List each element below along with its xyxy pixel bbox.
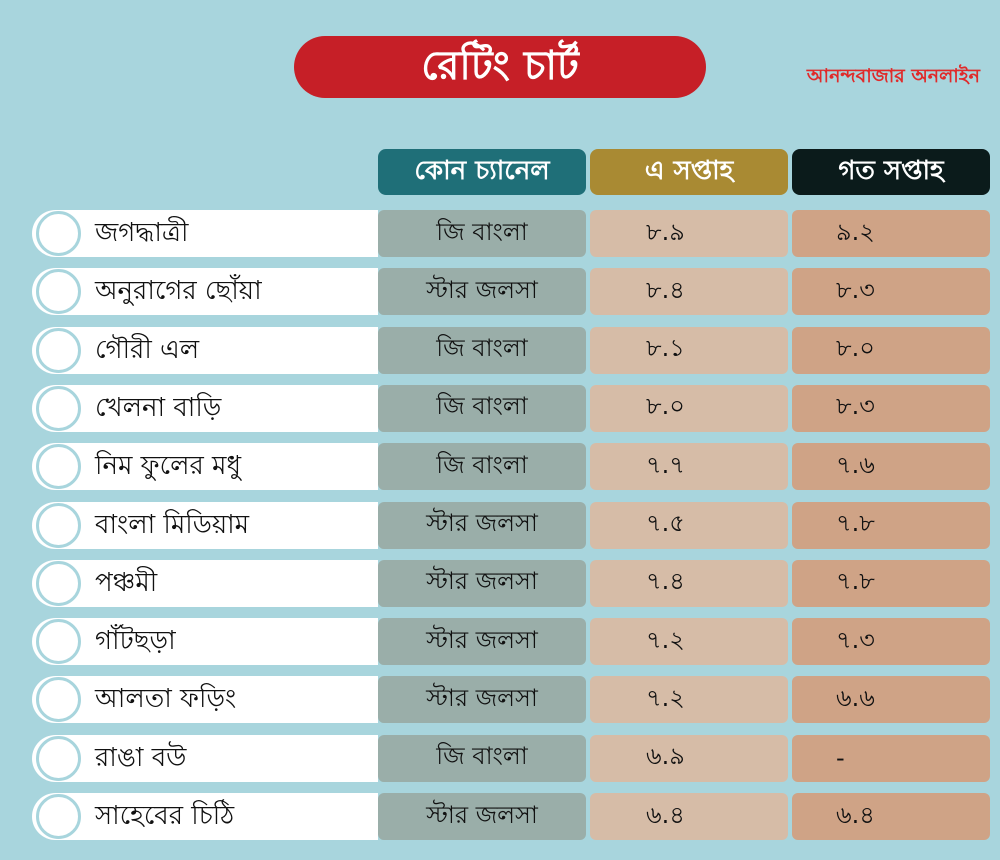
channel-cell: স্টার জলসা — [378, 268, 586, 316]
show-name-bar — [32, 618, 378, 666]
show-name-bar — [32, 793, 378, 840]
show-name-bar — [32, 326, 378, 374]
table-row: অনুরাগের ছোঁয়া স্টার জলসা ৮.৪ ৮.৩ — [0, 268, 1000, 316]
channel-cell: স্টার জলসা — [378, 793, 586, 840]
table-row: নিম ফুলের মধু জি বাংলা ৭.৭ ৭.৬ — [0, 443, 1000, 491]
show-name-bar — [32, 734, 378, 782]
last-week-rating: ৮.৩ — [792, 384, 990, 432]
last-week-rating: ৬.৪ — [792, 793, 990, 840]
table-row: রাঙা বউ জি বাংলা ৬.৯- — [0, 734, 1000, 782]
this-week-rating: ৮.১ — [590, 326, 788, 374]
circle-icon — [36, 327, 81, 373]
this-week-rating: ৬.৯ — [590, 734, 788, 782]
circle-icon — [36, 560, 81, 606]
show-name: বাংলা মিডিয়াম — [95, 509, 250, 540]
this-week-rating: ৮.৪ — [590, 268, 788, 316]
this-week-rating: ৭.৭ — [590, 443, 788, 491]
last-week-rating: ৭.৮ — [792, 501, 990, 549]
header-channel: কোন চ্যানেল — [378, 149, 586, 195]
circle-icon — [36, 269, 81, 315]
channel-cell: স্টার জলসা — [378, 559, 586, 607]
table-row: গাঁটছড়া স্টার জলসা ৭.২ ৭.৩ — [0, 618, 1000, 666]
table-row: বাংলা মিডিয়াম স্টার জলসা ৭.৫ ৭.৮ — [0, 501, 1000, 549]
header-last-week: গত সপ্তাহ — [792, 149, 990, 195]
show-name: নিম ফুলের মধু — [95, 451, 242, 482]
show-name: সাহেবের চিঠি — [95, 801, 235, 831]
table-row: গৌরী এল জি বাংলা ৮.১ ৮.০ — [0, 326, 1000, 374]
circle-icon — [36, 677, 81, 723]
channel-cell: স্টার জলসা — [378, 676, 586, 724]
table-row: খেলনা বাড়ি জি বাংলা ৮.০ ৮.৩ — [0, 384, 1000, 432]
show-name: গৌরী এল — [95, 334, 200, 365]
chart-title: রেটিং চার্ট — [294, 36, 706, 98]
circle-icon — [36, 444, 81, 490]
last-week-rating: - — [792, 734, 990, 782]
channel-cell: জি বাংলা — [378, 734, 586, 782]
last-week-rating: ৯.২ — [792, 210, 990, 257]
channel-cell: জি বাংলা — [378, 326, 586, 374]
show-name-bar — [32, 384, 378, 432]
channel-cell: স্টার জলসা — [378, 618, 586, 666]
show-name: আলতা ফড়িং — [95, 684, 237, 715]
show-name-bar — [32, 443, 378, 491]
show-name: জগদ্ধাত্রী — [95, 218, 189, 248]
show-name-bar — [32, 501, 378, 549]
last-week-rating: ৮.৩ — [792, 268, 990, 316]
this-week-rating: ৮.০ — [590, 384, 788, 432]
this-week-rating: ৭.৪ — [590, 559, 788, 607]
this-week-rating: ৭.২ — [590, 618, 788, 666]
show-name: গাঁটছড়া — [95, 626, 176, 657]
brand-logo-text: আনন্দবাজার অনলাইন — [806, 65, 980, 87]
circle-icon — [36, 794, 81, 839]
show-name-bar — [32, 210, 378, 257]
show-name: রাঙা বউ — [95, 742, 187, 773]
show-name: অনুরাগের ছোঁয়া — [95, 276, 262, 307]
show-name: খেলনা বাড়ি — [95, 392, 222, 423]
channel-cell: জি বাংলা — [378, 210, 586, 257]
show-name-bar — [32, 559, 378, 607]
this-week-rating: ৮.৯ — [590, 210, 788, 257]
this-week-rating: ৭.২ — [590, 676, 788, 724]
channel-cell: স্টার জলসা — [378, 501, 586, 549]
this-week-rating: ৬.৪ — [590, 793, 788, 840]
table-row: সাহেবের চিঠি স্টার জলসা ৬.৪ ৬.৪ — [0, 793, 1000, 840]
channel-cell: জি বাংলা — [378, 443, 586, 491]
header-this-week: এ সপ্তাহ — [590, 149, 788, 195]
circle-icon — [36, 385, 81, 431]
circle-icon — [36, 619, 81, 665]
show-name: পঞ্চমী — [95, 567, 158, 598]
table-row: আলতা ফড়িং স্টার জলসা ৭.২ ৬.৬ — [0, 676, 1000, 724]
channel-cell: জি বাংলা — [378, 384, 586, 432]
circle-icon — [36, 735, 81, 781]
last-week-rating: ৭.৮ — [792, 559, 990, 607]
last-week-rating: ৮.০ — [792, 326, 990, 374]
table-row: পঞ্চমী স্টার জলসা ৭.৪ ৭.৮ — [0, 559, 1000, 607]
show-name-bar — [32, 676, 378, 724]
last-week-rating: ৭.৬ — [792, 443, 990, 491]
last-week-rating: ৬.৬ — [792, 676, 990, 724]
circle-icon — [36, 502, 81, 548]
this-week-rating: ৭.৫ — [590, 501, 788, 549]
show-name-bar — [32, 268, 378, 316]
table-row: জগদ্ধাত্রী জি বাংলা ৮.৯ ৯.২ — [0, 210, 1000, 257]
last-week-rating: ৭.৩ — [792, 618, 990, 666]
circle-icon — [36, 211, 81, 256]
